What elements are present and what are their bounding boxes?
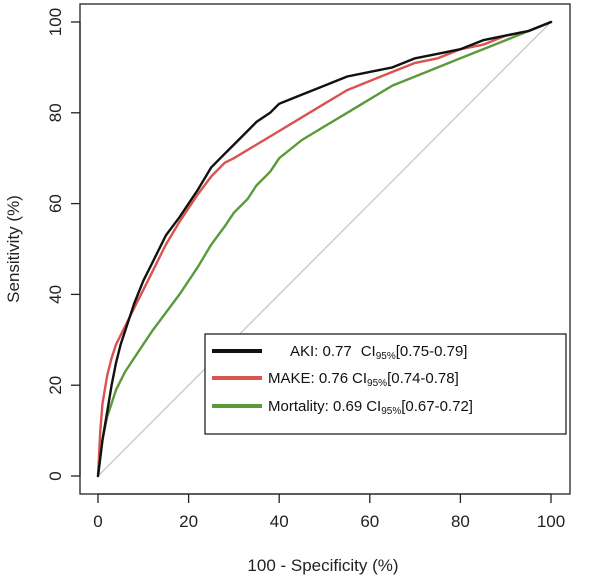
- x-tick-label: 60: [360, 512, 379, 531]
- x-axis-title: 100 - Specificity (%): [247, 556, 398, 575]
- y-tick-label: 60: [46, 194, 65, 213]
- y-tick-label: 80: [46, 103, 65, 122]
- legend-ci-range: [0.67-0.72]: [401, 398, 473, 415]
- x-tick-label: 20: [179, 512, 198, 531]
- legend-label: Mortality: 0.69: [268, 398, 362, 415]
- x-axis: 0 20 40 60 80 100: [93, 493, 565, 531]
- y-tick-label: 0: [46, 471, 65, 480]
- y-tick-label: 100: [46, 8, 65, 36]
- roc-curve-mortality: [96, 20, 553, 478]
- x-tick-label: 0: [93, 512, 102, 531]
- roc-curve-make: [96, 20, 553, 478]
- legend-ci-subscript: 95%: [367, 378, 387, 389]
- legend-ci-subscript: 95%: [376, 351, 396, 362]
- legend-box: [204, 333, 567, 435]
- legend-entry-aki: AKI: 0.77 CI95%[0.75-0.79]: [290, 343, 467, 362]
- legend-ci-range: [0.75-0.79]: [396, 343, 468, 360]
- y-tick-label: 40: [46, 285, 65, 304]
- y-axis-title: Sensitivity (%): [4, 195, 23, 303]
- legend-label: MAKE: 0.76: [268, 370, 348, 387]
- legend-ci-label: CI: [361, 343, 376, 360]
- legend-ci-label: CI: [366, 398, 381, 415]
- x-tick-label: 80: [451, 512, 470, 531]
- y-tick-label: 20: [46, 376, 65, 395]
- legend-label: AKI: 0.77: [290, 343, 352, 360]
- legend-entry-mortality: Mortality: 0.69 CI95%[0.67-0.72]: [268, 398, 473, 417]
- y-axis: 0 20 40 60 80 100: [46, 8, 81, 481]
- series-layer: [96, 20, 553, 478]
- roc-curve-aki: [96, 20, 553, 478]
- legend-ci-label: CI: [352, 370, 367, 387]
- legend-entry-make: MAKE: 0.76 CI95%[0.74-0.78]: [268, 370, 459, 389]
- reference-diagonal: [97, 21, 552, 477]
- x-tick-label: 40: [270, 512, 289, 531]
- x-tick-label: 100: [537, 512, 565, 531]
- legend-ci-range: [0.74-0.78]: [387, 370, 459, 387]
- legend: AKI: 0.77 CI95%[0.75-0.79]MAKE: 0.76 CI95%…: [204, 333, 567, 435]
- legend-ci-subscript: 95%: [381, 406, 401, 417]
